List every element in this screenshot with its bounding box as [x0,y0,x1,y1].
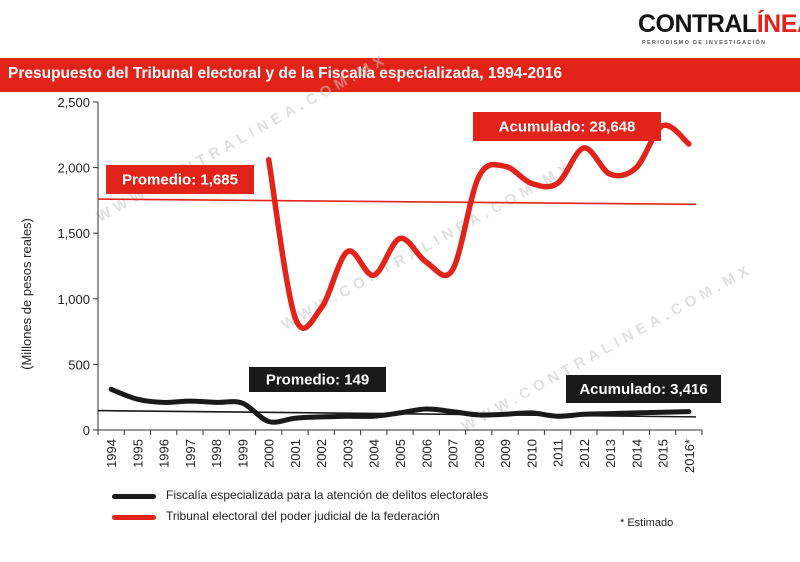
x-tick-label: 2000 [262,439,277,468]
average-label-fiscalia-box [249,367,386,392]
x-tick-label: 2012 [577,439,592,468]
x-tick-label: 1999 [235,439,250,468]
average-label-tribunal-box [106,165,254,194]
x-tick-label: 2007 [446,439,461,468]
logo-wordmark: CONTRALÍNEA [638,10,800,38]
x-tick-label: 2016* [682,439,697,473]
x-tick-label: 2013 [603,439,618,468]
y-tick-label: 1,500 [57,226,90,241]
series-lines [108,122,692,425]
total-label-tribunal-text: Acumulado: 28,648 [499,119,636,136]
x-tick-label: 1997 [183,439,198,468]
x-tick-label: 1998 [209,439,224,468]
x-tick-label: 2006 [419,439,434,468]
series-line-tribunal [265,122,692,331]
title-bar: Presupuesto del Tribunal electoral y de … [0,58,800,92]
series-line-fiscalia [108,386,692,425]
legend-swatch-tribunal [112,515,156,520]
x-tick-label: 1994 [104,439,119,468]
x-tick-label: 2002 [314,439,329,468]
y-tick-label: 2,000 [57,161,90,176]
x-tick-label: 2015 [656,439,671,468]
axes: 0 500 1,000 1,500 2,000 2,500 1994 1995 1996 1997… [57,95,703,473]
average-label-tribunal-text: Promedio: 1,685 [122,172,238,189]
legend-label-fiscalia: Fiscalía especializada para la atención … [166,488,489,502]
x-tick-label: 2010 [524,439,539,468]
y-tick-label: 1,000 [57,292,90,307]
annotation-boxes: Promedio: 1,685 Acumulado: 28,648 Promedio… [106,112,721,403]
watermark-text: WWW.CONTRALINEA.COM.MX [459,260,757,435]
y-tick-label: 2,500 [57,95,90,110]
average-line-tribunal [97,198,697,206]
x-tick-label: 2001 [288,439,303,468]
legend-swatch-fiscalia [112,494,156,499]
chart-title: Presupuesto del Tribunal electoral y de … [8,65,562,82]
contralinea-logo: CONTRALÍNEA PERIODISMO DE INVESTIGACIÓN [638,10,800,50]
footnote: * Estimado [620,517,674,529]
x-tick-label: 2005 [393,439,408,468]
x-tick-label: 2011 [551,439,566,467]
total-label-fiscalia-box [566,375,721,403]
x-tick-label: 2014 [629,439,644,468]
x-tick-label: 2004 [367,439,382,468]
logo-tagline: PERIODISMO DE INVESTIGACIÓN [642,40,767,46]
x-tick-label: 1995 [130,439,145,468]
x-tick-label: 1996 [157,439,172,468]
y-axis-label: (Millones de pesos reales) [19,218,34,370]
total-label-fiscalia-text: Acumulado: 3,416 [579,381,707,398]
average-label-fiscalia-text: Promedio: 149 [266,372,369,389]
y-tick-label: 0 [83,423,90,438]
x-tick-label: 2003 [340,439,355,468]
total-label-tribunal-box [473,112,661,141]
legend-label-tribunal: Tribunal electoral del poder judicial de… [166,509,440,523]
x-tick-label: 2009 [498,439,513,468]
y-tick-label: 500 [68,357,90,372]
x-tick-label: 2008 [472,439,487,468]
